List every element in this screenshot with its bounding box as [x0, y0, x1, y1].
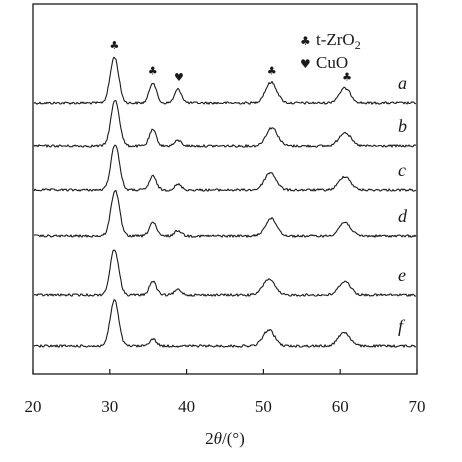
series-line-b [33, 100, 417, 148]
heart-icon: ♥ [300, 57, 311, 71]
x-tick-label: 30 [101, 397, 118, 416]
diffraction-curves [33, 56, 417, 348]
curve-labels: a b c d e f [398, 73, 408, 336]
peak-markers: ♣ ♣ ♥ ♣ ♣ [109, 39, 352, 84]
club-marker-icon: ♣ [267, 64, 277, 77]
series-line-d [33, 190, 417, 238]
x-tick-label: 50 [255, 397, 272, 416]
x-tick-label: 70 [409, 397, 426, 416]
series-label-c: c [398, 160, 406, 180]
series-line-a [33, 56, 417, 105]
x-axis-title-suffix: /(°) [222, 429, 245, 448]
legend-label-zro2: t-ZrO2 [316, 30, 361, 52]
plot-frame [32, 3, 418, 375]
x-axis-title-prefix: 2 [205, 429, 214, 448]
series-label-e: e [398, 265, 406, 285]
series-label-d: d [398, 206, 408, 226]
x-axis-ticks: 20 30 40 50 60 70 [25, 369, 426, 416]
heart-marker-icon: ♥ [174, 71, 184, 84]
series-label-f: f [398, 316, 406, 336]
series-line-c [33, 144, 417, 192]
x-tick-label: 60 [332, 397, 349, 416]
legend-label-cuo: CuO [316, 53, 348, 72]
x-tick-label: 40 [178, 397, 195, 416]
legend-label-zro2-sub: 2 [355, 38, 361, 52]
series-line-f [33, 299, 417, 348]
legend-entry-cuo: ♥ CuO [300, 53, 348, 72]
club-marker-icon: ♣ [342, 70, 352, 83]
club-icon: ♣ [300, 34, 311, 48]
legend-label-zro2-main: t-ZrO [316, 30, 355, 49]
legend: ♣ t-ZrO2 ♥ CuO [300, 30, 361, 72]
x-axis-title-theta: θ [214, 429, 222, 448]
series-label-b: b [398, 116, 407, 136]
legend-entry-zro2: ♣ t-ZrO2 [300, 30, 361, 52]
x-axis-title: 2θ/(°) [205, 429, 245, 448]
series-line-e [33, 249, 417, 297]
series-label-a: a [398, 73, 407, 93]
club-marker-icon: ♣ [148, 64, 158, 77]
x-tick-label: 20 [25, 397, 42, 416]
club-marker-icon: ♣ [109, 39, 119, 52]
